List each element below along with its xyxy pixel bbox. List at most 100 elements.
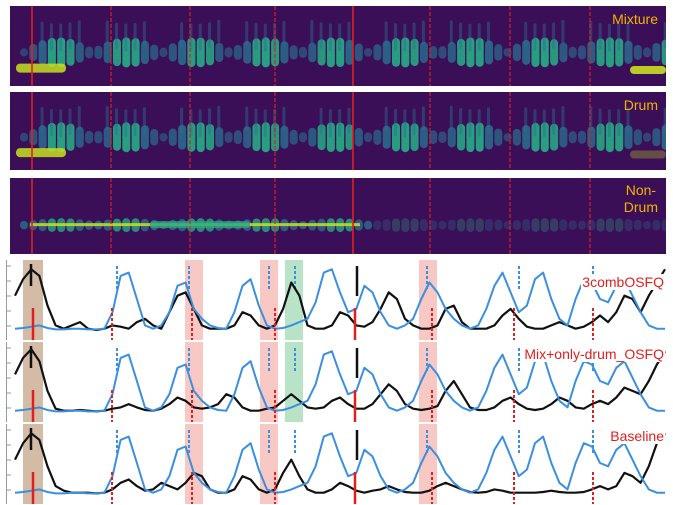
spectrogram-blob [410,123,419,152]
spectrogram-blob [587,41,596,64]
plot-mix-only-drum-osfq-chart [7,342,666,422]
spectrogram-blob [512,128,521,146]
spectrogram-blob [345,124,354,151]
activation-curve-blue [14,432,665,495]
spectrogram-blob [131,38,140,67]
spectrogram-harmonic [459,22,463,50]
spectrogram-blob [494,219,503,231]
spectrogram-blob [29,43,38,61]
spectrogram-blob [159,47,168,58]
spectrogram-harmonic [394,23,397,51]
spectrogram-blob [150,44,159,61]
spectrogram-blob [652,219,661,231]
spectrogram-blob [364,47,373,57]
spectrogram-blob [196,122,205,153]
spectrogram-blob [605,122,614,153]
spectrogram-blob [261,37,270,68]
spectrogram-harmonic [626,107,630,133]
spectrogram-blob [410,38,419,67]
spectrogram-blob [485,124,493,150]
spectrogram-hot [16,148,66,158]
spectrogram-blob [540,218,549,233]
spectrogram-blob [317,39,326,66]
spectrogram-blob [419,219,428,232]
spectrogram-harmonic [142,107,146,133]
highlight-band-red [185,424,203,504]
spectrogram-harmonic [124,23,128,52]
spectrogram-harmonic [598,108,602,136]
spectrogram-hot [630,66,666,74]
spectrogram-blob [131,122,140,152]
spectrogram-blob [103,126,112,148]
spectrogram-blob [475,37,484,67]
spectrogram-blob [224,131,233,143]
spectrogram-blob [261,122,270,153]
highlight-band-red [185,260,203,340]
spectrogram-non-drum-image [20,178,666,254]
spectrogram-blob [20,220,28,230]
spectrogram-harmonic [328,109,332,137]
highlight-band-green [285,342,303,422]
spectrogram-blob [103,41,112,64]
spectrogram-blob [392,218,400,232]
spectrogram-harmonic [180,21,184,48]
spectrogram-hot [630,150,666,159]
spectrogram-blob [168,128,177,147]
highlight-band-brown [23,260,43,340]
spectrogram-blob [113,38,121,67]
spectrogram-blob [243,41,252,64]
spectrogram-harmonic [59,23,63,52]
spectrogram-blob [168,43,177,62]
spectrogram-blob [540,37,549,68]
spectrogram-harmonic [245,20,249,46]
spectrogram-harmonic [607,109,611,138]
spectrogram-harmonic [607,23,611,52]
spectrogram-blob [20,132,28,142]
spectrogram-blob [29,129,38,146]
spectrogram-blob [122,37,131,68]
plot-3comb-osfq: 3combOSFQ [6,260,669,340]
spectrogram-harmonic [198,23,202,52]
spectrogram-blob [559,42,568,63]
spectrogram-blob [624,125,633,150]
spectrogram-blob [326,37,335,68]
spectrogram-harmonic [59,109,63,138]
spectrogram-blob [475,122,484,152]
spectrogram-blob [299,46,307,58]
spectrogram-harmonic [105,20,109,45]
spectrogram-non-drum: Non- Drum [10,178,666,254]
spectrogram-harmonic [524,21,528,48]
spectrogram-harmonic [403,23,407,52]
plot-baseline-label: Baseline [609,428,665,444]
spectrogram-non-drum-label-line-1: Non- [625,182,657,198]
spectrogram-blob [336,122,345,152]
spectrogram-blob [215,127,224,148]
spectrogram-blob [531,218,540,232]
spectrogram-blob [531,122,540,152]
spectrogram-blob [615,122,624,152]
spectrogram-blob [587,219,596,231]
spectrogram-blob [401,122,410,153]
spectrogram-harmonic [663,22,666,49]
spectrogram-blob [140,40,149,65]
spectrogram-harmonic [217,105,221,130]
spectrogram-blob [447,127,456,148]
spectrogram-blob [57,122,66,153]
spectrogram-blob [438,220,447,230]
spectrogram-blob [392,123,400,152]
spectrogram-harmonic [487,107,490,134]
spectrogram-harmonic [263,109,267,138]
spectrogram-harmonic [115,108,118,135]
spectrogram-mixture-label-line: Mixture [612,11,658,27]
spectrogram-harmonic [68,22,72,49]
spectrogram-blob [178,124,187,150]
spectrogram-blob [419,41,428,63]
spectrogram-harmonic [384,106,388,132]
spectrogram-blob [559,219,568,231]
spectrogram-harmonic [254,22,258,51]
spectrogram-harmonic [617,22,621,51]
spectrogram-blob [512,43,521,62]
spectrogram-harmonic [533,23,537,51]
activation-curve-black [14,432,666,495]
plot-mix-only-drum-osfq: Mix+only-drum_OSFQ [6,342,669,422]
